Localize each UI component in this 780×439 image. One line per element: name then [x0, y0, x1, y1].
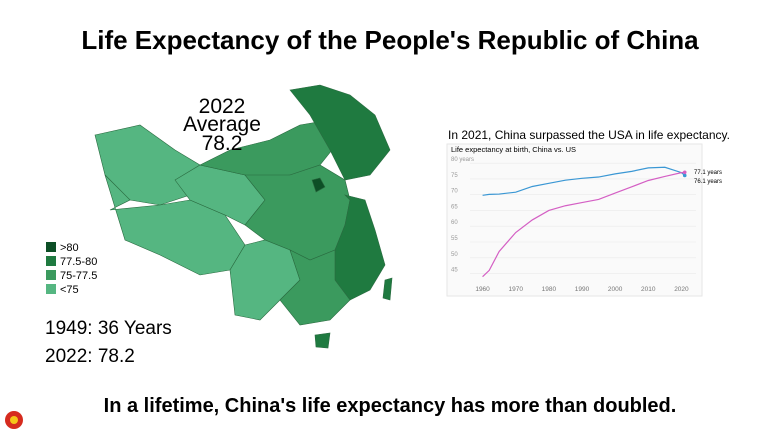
note: 2022: 78.2	[45, 346, 135, 367]
legend-swatch	[46, 256, 56, 266]
region	[311, 177, 326, 193]
x-tick-label: 1980	[542, 286, 557, 293]
region	[382, 277, 393, 301]
title: Life Expectancy of the People's Republic…	[81, 25, 699, 55]
annotation-line: 78.2	[202, 132, 243, 155]
china-map	[94, 84, 393, 349]
y-tick-label: 80 years	[451, 157, 474, 163]
x-tick-label: 1960	[475, 286, 490, 293]
end-point	[682, 173, 687, 178]
legend-swatch	[46, 284, 56, 294]
region	[279, 249, 351, 326]
y-tick-label: 70	[451, 189, 458, 195]
legend-label: 77.5-80	[60, 256, 97, 268]
x-tick-label: 1990	[575, 286, 590, 293]
legend: >80 77.5-80 75-77.5 <75	[46, 242, 97, 296]
region	[289, 84, 391, 181]
y-tick-label: 65	[451, 204, 458, 210]
map-annotation: 2022 Average 78.2	[183, 95, 261, 155]
annotation-line: Average	[183, 113, 261, 136]
y-tick-label: 50	[451, 252, 458, 258]
end-label: 77.1 years	[694, 170, 722, 176]
region	[104, 174, 246, 276]
y-tick-label: 75	[451, 173, 458, 179]
x-tick-label: 1970	[508, 286, 523, 293]
footer: In a lifetime, China's life expectancy h…	[104, 395, 677, 417]
chart-caption: In 2021, China surpassed the USA in life…	[448, 128, 730, 142]
y-tick-label: 60	[451, 220, 458, 226]
chart-title: Life expectancy at birth, China vs. US	[451, 145, 576, 154]
legend-label: >80	[60, 242, 79, 254]
y-tick-label: 45	[451, 268, 458, 274]
line-chart: 45 50 55 60 65 70 75 80 years 1960 1970 1980 1990 20…	[451, 157, 722, 293]
x-tick-label: 2000	[608, 286, 623, 293]
x-tick-label: 2020	[674, 286, 689, 293]
flag-icon	[5, 411, 23, 429]
series-line	[482, 166, 686, 196]
x-tick-label: 2010	[641, 286, 656, 293]
end-label: 76.1 years	[694, 179, 722, 185]
legend-swatch	[46, 270, 56, 280]
legend-label: 75-77.5	[60, 270, 97, 282]
y-tick-label: 55	[451, 236, 458, 242]
series-line	[482, 171, 685, 278]
region	[314, 332, 331, 349]
annotation-line: 2022	[199, 95, 246, 118]
note: 1949: 36 Years	[45, 318, 172, 339]
legend-label: <75	[60, 284, 79, 296]
end-point	[682, 170, 687, 175]
legend-swatch	[46, 242, 56, 252]
